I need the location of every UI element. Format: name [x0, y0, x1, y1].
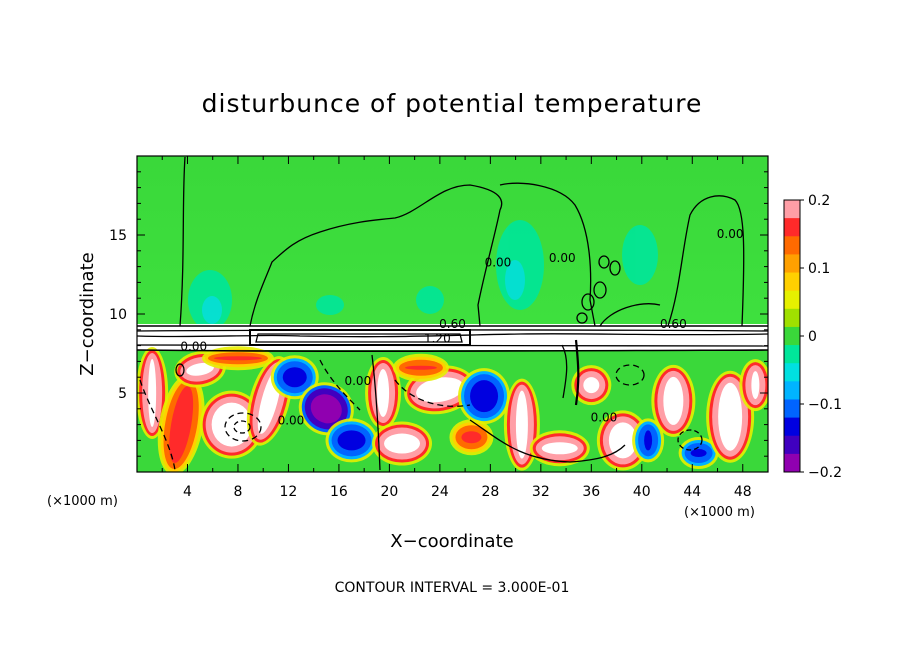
contour-label: 0.00 — [591, 410, 618, 424]
eddy-core — [515, 390, 528, 459]
eddy-core — [541, 442, 578, 455]
x-tick-label: 24 — [431, 484, 449, 500]
eddy — [458, 368, 511, 425]
x-axis: 4 8 12 16 20 24 28 32 36 40 44 48 — [161, 156, 752, 500]
plot-area: 0.000.00 0.000.000.60 0.601.200.000.00 0.00 — [137, 156, 768, 472]
contour-label: 0.00 — [485, 256, 512, 270]
x-tick-label: 32 — [532, 484, 550, 500]
x-axis-label: X−coordinate — [390, 531, 513, 552]
eddy-core — [608, 422, 637, 459]
colorbar-swatch — [784, 236, 800, 255]
colorbar-tick-label: 0.2 — [808, 193, 830, 209]
colorbar-swatch — [784, 308, 800, 328]
colorbar-swatch — [784, 363, 800, 382]
eddy-core — [282, 367, 307, 388]
eddy — [392, 353, 449, 382]
x-tick-label: 8 — [233, 484, 242, 500]
y-tick-label: 5 — [118, 386, 127, 402]
colorbar-swatch — [784, 272, 800, 292]
eddy-core — [310, 394, 342, 424]
eddy-core — [169, 386, 194, 464]
colorbar-swatch — [784, 435, 800, 455]
upper-field — [137, 156, 768, 326]
colorbar-tick-label: 0 — [808, 329, 817, 345]
eddy — [632, 418, 665, 463]
contour-label: 0.00 — [180, 339, 207, 353]
eddy — [571, 365, 612, 406]
eddy-core — [213, 356, 262, 361]
colorbar-swatch — [784, 200, 800, 219]
colorbar-swatch — [784, 290, 800, 310]
colorbar-tick-label: 0.1 — [808, 261, 830, 277]
colorbar-tick-label: −0.2 — [808, 465, 842, 481]
x-tick-label: 20 — [380, 484, 398, 500]
colorbar-swatch — [784, 417, 800, 437]
eddy — [201, 346, 274, 371]
contour-label: 1.20 — [424, 331, 451, 345]
eddy — [137, 347, 169, 439]
chart-title: disturbunce of potential temperature — [202, 89, 703, 118]
eddy-core — [211, 402, 252, 447]
colorbar-swatch — [784, 345, 800, 364]
contour-label: 0.00 — [717, 227, 744, 241]
y-tick-label: 15 — [109, 228, 127, 244]
eddy-core — [751, 371, 760, 400]
x-tick-label: 16 — [330, 484, 348, 500]
eddy — [678, 437, 719, 470]
colorbar-swatch — [784, 254, 800, 274]
contour-label: 0.60 — [439, 317, 466, 331]
eddy-core — [404, 365, 437, 370]
colorbar-tick-label: −0.1 — [808, 397, 842, 413]
eddy — [529, 430, 590, 467]
y-axis-label: Z−coordinate — [77, 252, 98, 375]
y-axis: 5 10 15 — [109, 171, 768, 457]
eddy-core — [337, 430, 366, 451]
eddy — [449, 419, 494, 456]
x-tick-label: 36 — [582, 484, 600, 500]
eddy — [325, 418, 378, 463]
eddy-core — [663, 376, 684, 425]
colorbar-swatch — [784, 399, 800, 419]
eddy-core — [583, 377, 600, 394]
colorbar-swatch — [784, 453, 800, 473]
contour-interval: CONTOUR INTERVAL = 3.000E-01 — [335, 580, 570, 596]
eddy-core — [644, 430, 653, 451]
contour-label: 0.00 — [278, 414, 305, 428]
x-tick-label: 40 — [633, 484, 651, 500]
colorbar-swatch — [784, 381, 800, 400]
z-unit-label: (×1000 m) — [47, 494, 118, 509]
x-unit-label: (×1000 m) — [684, 505, 755, 520]
eddy-core — [384, 433, 421, 454]
eddy — [372, 421, 433, 466]
contour-label: 0.60 — [660, 317, 687, 331]
eddy-core — [470, 380, 499, 413]
colorbar: 0.2 0.1 0 −0.1 −0.2 — [783, 193, 842, 481]
upper-anomalies — [188, 220, 658, 330]
eddy-core — [377, 369, 390, 417]
x-tick-label: 48 — [734, 484, 752, 500]
eddy-core — [461, 431, 482, 444]
contour-label: 0.00 — [344, 374, 371, 388]
eddy-core — [718, 382, 743, 451]
x-tick-label: 4 — [183, 484, 192, 500]
colorbar-swatch — [784, 326, 800, 346]
eddy-core — [186, 362, 214, 376]
eddy-core — [690, 449, 707, 458]
contour-labels: 0.000.00 0.000.000.60 0.601.200.000.00 0.00 — [180, 227, 743, 427]
boundary-layer-eddies — [137, 346, 768, 472]
x-tick-label: 12 — [280, 484, 298, 500]
x-tick-label: 28 — [481, 484, 499, 500]
eddy-core — [416, 377, 464, 403]
eddy — [651, 364, 696, 437]
y-tick-label: 10 — [109, 307, 127, 323]
contour-label: 0.00 — [549, 251, 576, 265]
x-tick-label: 44 — [683, 484, 701, 500]
eddy-core — [148, 359, 157, 427]
eddy — [270, 355, 319, 400]
colorbar-swatch — [784, 218, 800, 237]
eddy — [739, 359, 768, 412]
